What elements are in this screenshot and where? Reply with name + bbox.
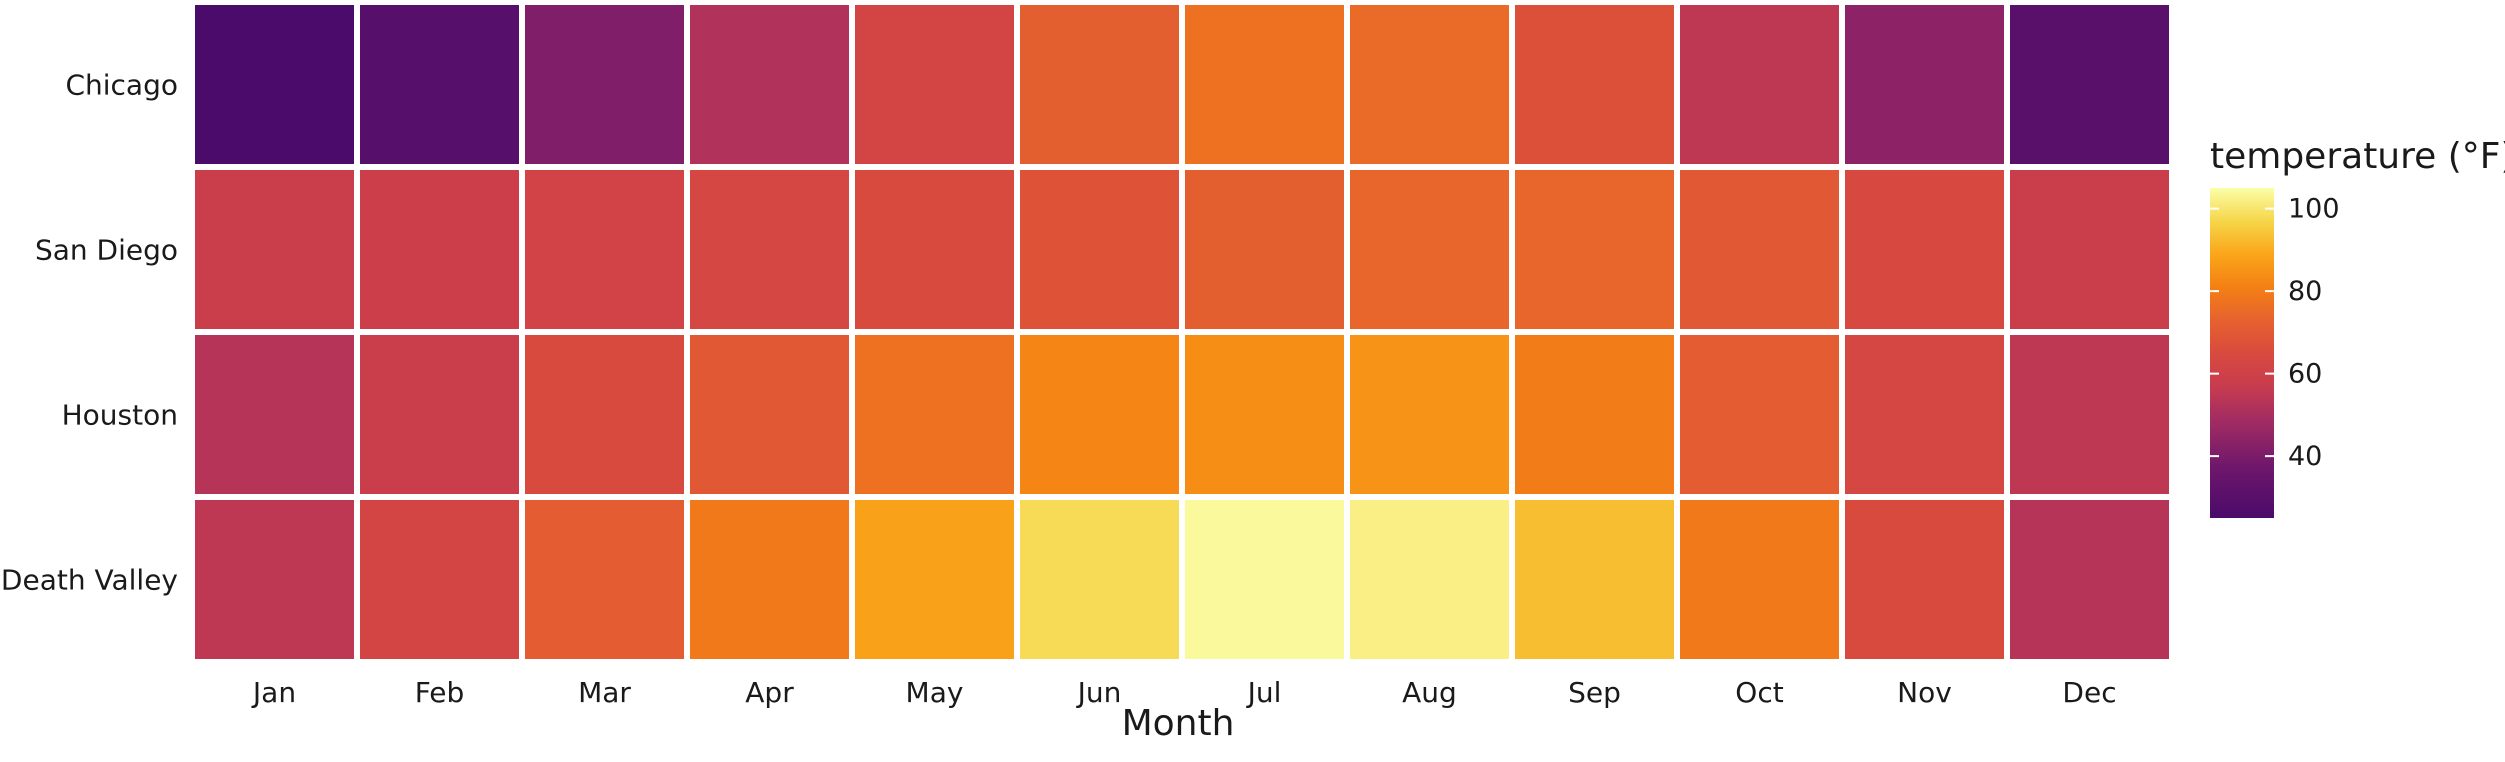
heatmap-cell	[1185, 170, 1344, 329]
heatmap-cell	[1680, 500, 1839, 659]
heatmap-cell	[1680, 5, 1839, 164]
row-labels: Chicago San Diego Houston Death Valley	[1, 69, 178, 597]
heatmap-cell	[855, 5, 1014, 164]
heatmap-cell	[360, 170, 519, 329]
column-label: May	[906, 676, 964, 709]
column-label: Oct	[1735, 676, 1783, 709]
column-label: Apr	[745, 676, 794, 709]
legend-colorbar	[2210, 188, 2274, 518]
x-axis-title: Month	[1122, 703, 1235, 744]
heatmap-cell	[360, 500, 519, 659]
heatmap-cell	[195, 500, 354, 659]
legend-tick-label: 60	[2288, 359, 2322, 390]
heatmap-cell	[195, 5, 354, 164]
heatmap-cell	[525, 170, 684, 329]
heatmap-cell	[1350, 170, 1509, 329]
heatmap-cell	[1680, 335, 1839, 494]
heatmap-cell	[855, 500, 1014, 659]
row-label: Chicago	[65, 69, 178, 102]
heatmap-cell	[1350, 335, 1509, 494]
heatmap-cell	[2010, 170, 2169, 329]
heatmap-cell	[360, 5, 519, 164]
heatmap-cell	[1680, 170, 1839, 329]
column-labels: Jan Feb Mar Apr May Jun Jul Aug Sep Oct Nov Dec	[251, 676, 2117, 709]
heatmap-cell	[525, 335, 684, 494]
heatmap-cell	[1185, 335, 1344, 494]
heatmap-cell	[1515, 170, 1674, 329]
heatmap-cell	[1350, 5, 1509, 164]
heatmap-cell	[855, 335, 1014, 494]
heatmap-cell	[1515, 5, 1674, 164]
heatmap-cell	[1020, 500, 1179, 659]
heatmap-cell	[1845, 5, 2004, 164]
column-label: Jul	[1246, 676, 1282, 709]
heatmap-cell	[360, 335, 519, 494]
heatmap-cell	[855, 170, 1014, 329]
column-label: Nov	[1897, 676, 1952, 709]
heatmap-cell	[1515, 500, 1674, 659]
heatmap-cell	[195, 170, 354, 329]
column-label: Dec	[2062, 676, 2116, 709]
heatmap-cell	[1020, 5, 1179, 164]
heatmap-cell	[1845, 500, 2004, 659]
heatmap-cell	[690, 170, 849, 329]
column-label: Mar	[578, 676, 631, 709]
heatmap-cell	[1020, 335, 1179, 494]
legend-tick-label: 80	[2288, 276, 2322, 307]
heatmap-cell	[1185, 500, 1344, 659]
heatmap-cell	[195, 335, 354, 494]
legend-ticks: 40 60 80 100	[2210, 194, 2340, 472]
row-label: San Diego	[35, 234, 178, 267]
heatmap-cell	[525, 500, 684, 659]
heatmap-cell	[690, 500, 849, 659]
legend: temperature (°F) 40 60 80 100	[2210, 136, 2505, 518]
heatmap-cell	[525, 5, 684, 164]
heatmap-cell	[1350, 500, 1509, 659]
column-label: Feb	[415, 676, 465, 709]
heatmap-cell	[690, 335, 849, 494]
legend-tick-label: 40	[2288, 441, 2322, 472]
column-label: Aug	[1402, 676, 1457, 709]
heatmap-cell	[1845, 170, 2004, 329]
heatmap-cell	[2010, 335, 2169, 494]
column-label: Jan	[251, 676, 296, 709]
column-label: Sep	[1568, 676, 1621, 709]
column-label: Jun	[1076, 676, 1122, 709]
heatmap-cells	[195, 5, 2169, 659]
heatmap-cell	[1020, 170, 1179, 329]
heatmap-cell	[2010, 500, 2169, 659]
row-label: Death Valley	[1, 564, 178, 597]
heatmap-cell	[1845, 335, 2004, 494]
heatmap-cell	[690, 5, 849, 164]
heatmap-cell	[1515, 335, 1674, 494]
row-label: Houston	[62, 399, 178, 432]
heatmap-cell	[2010, 5, 2169, 164]
legend-tick-label: 100	[2288, 194, 2340, 225]
heatmap-cell	[1185, 5, 1344, 164]
legend-title: temperature (°F)	[2210, 136, 2505, 177]
